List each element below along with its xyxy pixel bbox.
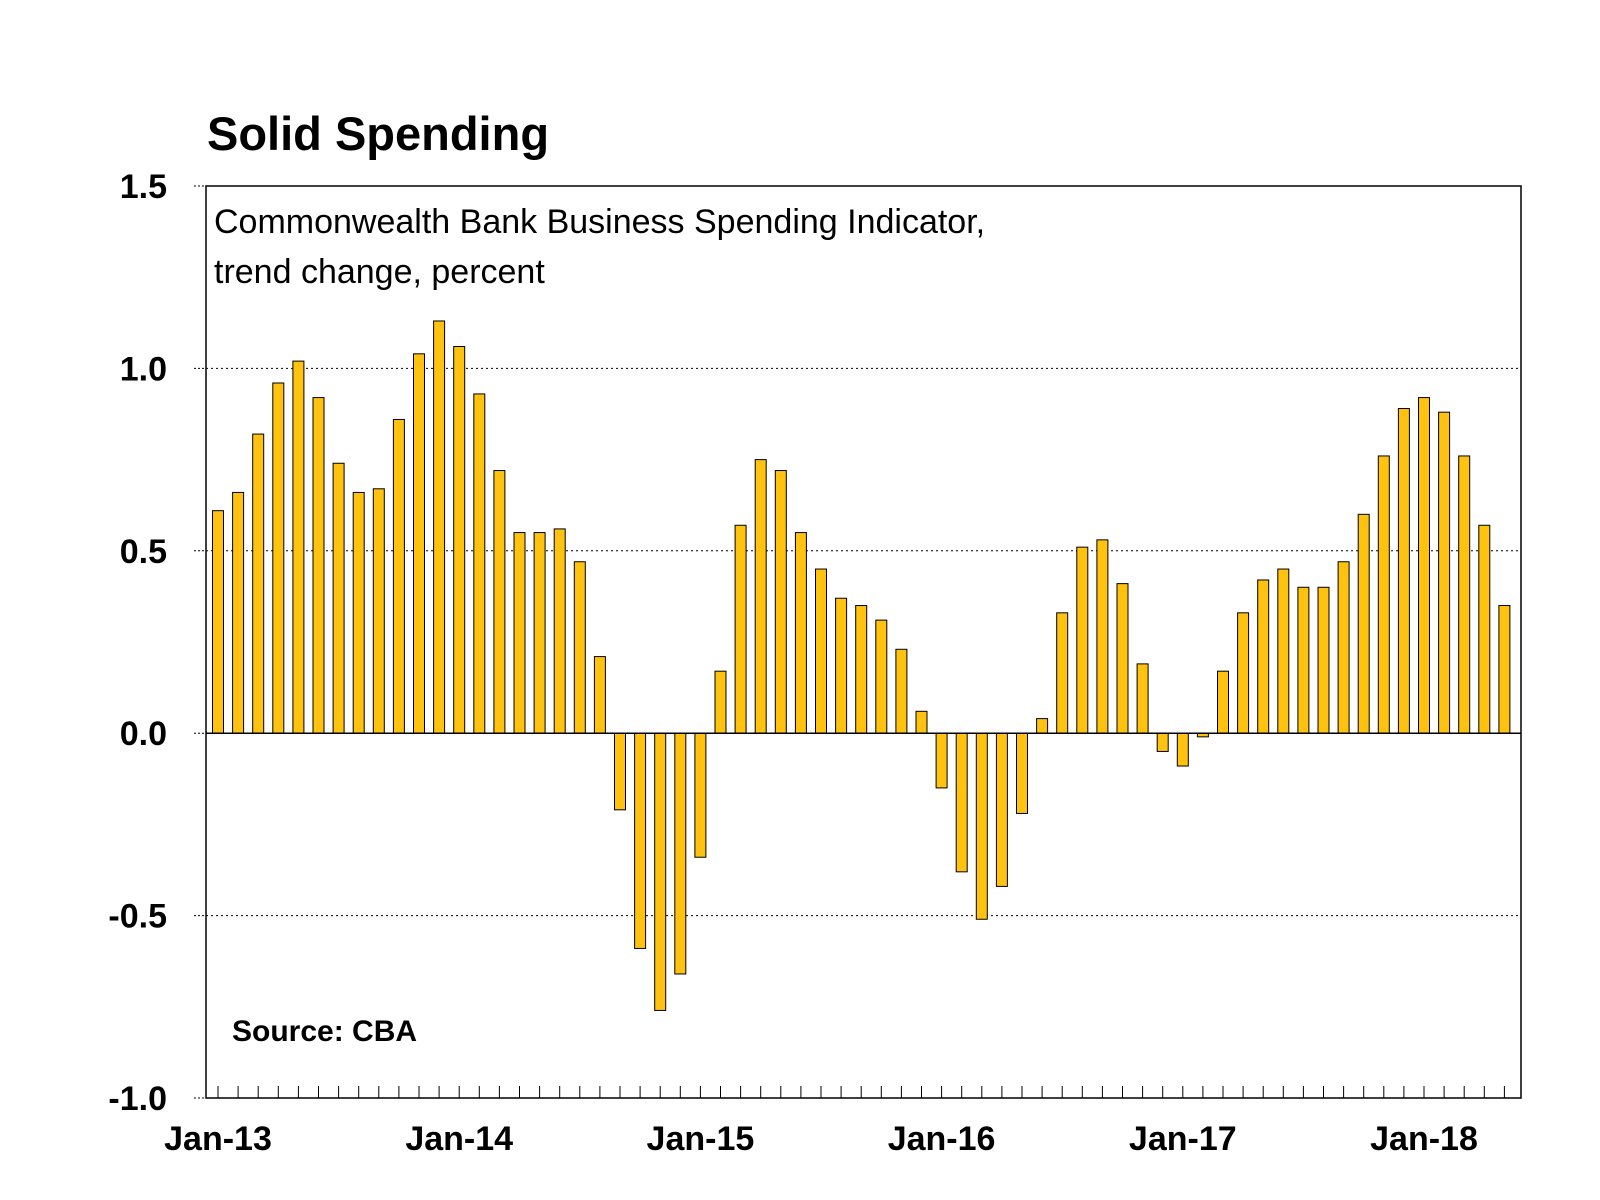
x-tick-label: Jan-13: [164, 1120, 272, 1158]
bar: [1357, 513, 1370, 734]
bar: [1257, 579, 1270, 734]
bar: [1156, 732, 1169, 752]
bar: [312, 397, 325, 734]
chart-subtitle-line-1: Commonwealth Bank Business Spending Indi…: [214, 203, 985, 241]
bar: [935, 732, 948, 789]
bar: [232, 491, 245, 734]
bar: [1418, 397, 1430, 734]
bar: [1377, 455, 1390, 734]
bar: [694, 732, 707, 858]
bar: [774, 470, 787, 734]
bar: [292, 360, 305, 734]
bar: [1176, 732, 1189, 767]
bar: [754, 459, 767, 734]
y-tick-label: 0.5: [120, 533, 167, 571]
bar: [1297, 586, 1310, 734]
bar: [1337, 561, 1350, 734]
bar: [553, 528, 566, 734]
bar: [533, 532, 546, 734]
axes: [205, 185, 1522, 1099]
bar: [473, 393, 486, 734]
bar: [1458, 455, 1471, 734]
bar: [1277, 568, 1290, 734]
bar: [855, 605, 868, 734]
bar: [1056, 612, 1069, 734]
bars: [212, 320, 1511, 1011]
bar: [1016, 732, 1028, 814]
bar: [1217, 670, 1229, 734]
bar: [714, 670, 727, 734]
bar: [1397, 408, 1410, 734]
bar: [815, 568, 827, 734]
bar: [453, 346, 466, 734]
bar: [1438, 411, 1451, 734]
bar: [573, 561, 586, 734]
bar: [975, 732, 988, 920]
y-axis-ticks: 1.5 1.0 0.5 0.0 -0.5 -1.0: [108, 168, 206, 1118]
bar: [794, 532, 807, 734]
bar: [413, 353, 425, 734]
bar: [513, 532, 526, 734]
bar: [1116, 583, 1129, 734]
bar: [1478, 524, 1491, 734]
bar: [332, 462, 345, 734]
bar: [875, 619, 888, 734]
bar: [593, 656, 606, 734]
bar: [734, 524, 747, 734]
source-label: Source: CBA: [232, 1015, 417, 1048]
x-tick-label: Jan-18: [1370, 1120, 1478, 1158]
bar: [1036, 718, 1049, 734]
bar: [1498, 605, 1511, 734]
bar: [614, 732, 626, 811]
y-tick-label: 1.5: [120, 168, 167, 206]
bar: [392, 418, 405, 734]
x-tick-label: Jan-17: [1129, 1120, 1237, 1158]
bar: [272, 382, 285, 734]
bar: [634, 732, 647, 949]
bar: [915, 710, 928, 734]
bar: [995, 732, 1008, 887]
y-tick-label: -1.0: [108, 1080, 167, 1118]
bar: [895, 648, 908, 734]
bar: [1237, 612, 1250, 734]
bar: [1136, 663, 1149, 734]
chart-title: Solid Spending: [207, 107, 549, 160]
plot-frame: [205, 185, 1522, 1099]
bar: [352, 491, 365, 734]
bar: [835, 597, 848, 734]
bar: [212, 510, 224, 734]
bar: [654, 732, 667, 1011]
x-tick-label: Jan-16: [888, 1120, 996, 1158]
bar: [1317, 586, 1330, 734]
x-tick-label: Jan-14: [405, 1120, 513, 1158]
bar: [1096, 539, 1109, 734]
y-tick-label: 1.0: [120, 350, 167, 388]
y-tick-label: 0.0: [120, 715, 167, 753]
bar: [433, 320, 446, 734]
chart-subtitle-line-2: trend change, percent: [214, 253, 545, 291]
x-tick-label: Jan-15: [647, 1120, 755, 1158]
bar: [252, 433, 265, 734]
bar: [493, 470, 506, 734]
bar: [372, 488, 385, 734]
bar: [1076, 546, 1089, 734]
x-axis-ticks: Jan-13 Jan-14 Jan-15 Jan-16 Jan-17 Jan-18: [164, 1086, 1505, 1158]
bar: [955, 732, 968, 873]
bar: [674, 732, 687, 975]
y-tick-label: -0.5: [108, 898, 167, 936]
